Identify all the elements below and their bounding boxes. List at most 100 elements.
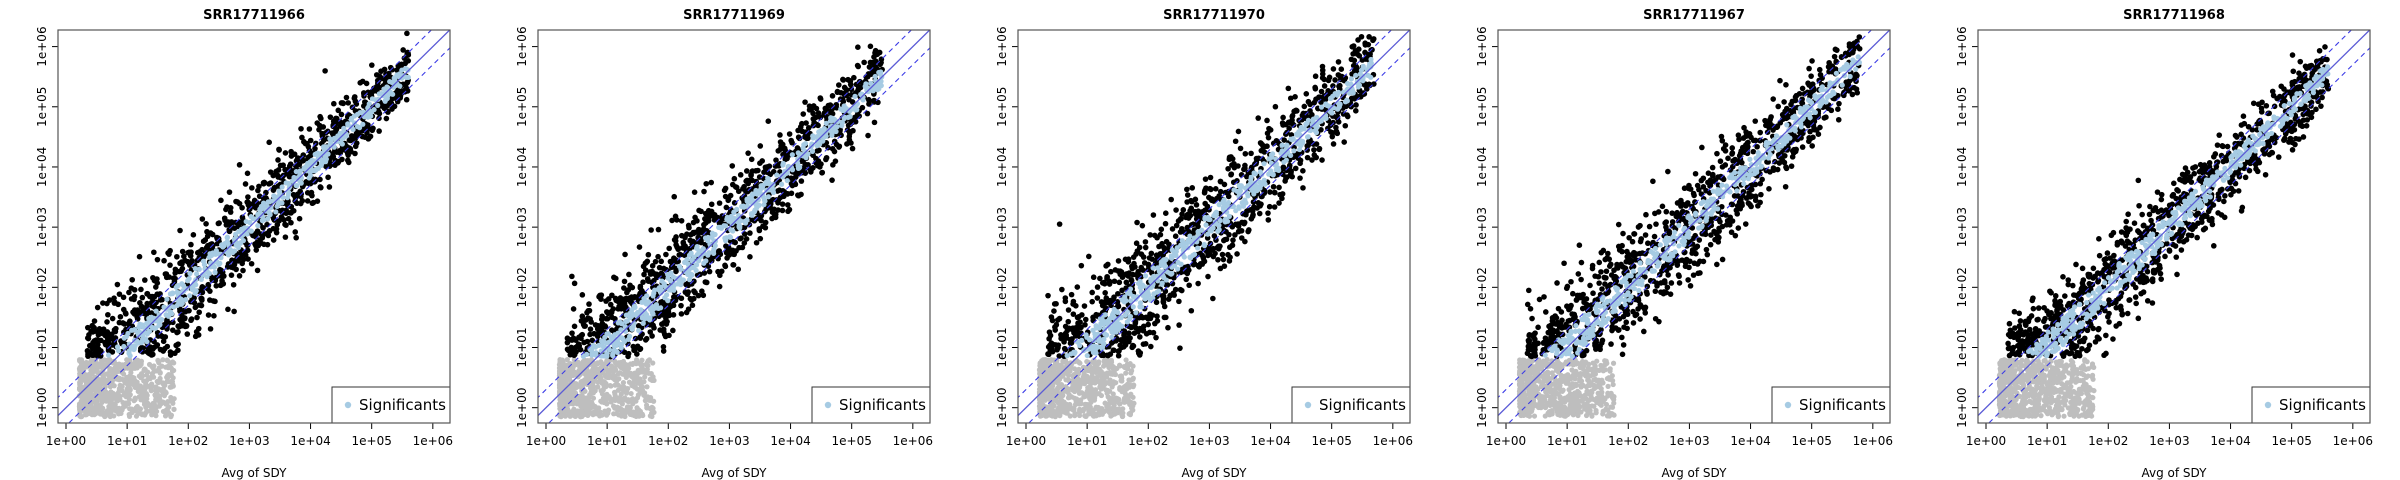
data-point bbox=[352, 143, 359, 150]
low-count-point bbox=[1102, 358, 1108, 365]
fold-line bbox=[548, 47, 930, 423]
data-point bbox=[356, 130, 362, 137]
significant-point bbox=[247, 219, 253, 226]
data-point bbox=[758, 212, 765, 219]
significant-point bbox=[337, 130, 343, 136]
significant-point bbox=[169, 291, 176, 297]
low-count-point bbox=[135, 357, 141, 363]
significant-point bbox=[800, 145, 806, 151]
data-point bbox=[619, 301, 626, 308]
significant-point bbox=[284, 195, 290, 201]
significant-point bbox=[826, 127, 832, 133]
data-point bbox=[310, 199, 317, 206]
data-point bbox=[604, 315, 611, 322]
data-point bbox=[686, 224, 692, 231]
low-count-point bbox=[1119, 375, 1125, 381]
data-point bbox=[660, 348, 667, 354]
low-count-point bbox=[1123, 357, 1129, 363]
low-count-point bbox=[622, 413, 628, 420]
low-count-point bbox=[556, 374, 563, 380]
low-count-point bbox=[644, 384, 650, 390]
data-point bbox=[747, 230, 753, 236]
low-count-point bbox=[1079, 390, 1085, 396]
significant-point bbox=[212, 251, 219, 257]
data-point bbox=[376, 128, 382, 134]
data-point bbox=[187, 253, 194, 259]
data-point bbox=[726, 252, 732, 258]
data-point bbox=[780, 151, 786, 158]
data-point bbox=[275, 167, 282, 173]
data-point bbox=[351, 95, 358, 102]
data-point bbox=[589, 337, 596, 344]
data-point bbox=[94, 304, 101, 311]
low-count-point bbox=[160, 357, 166, 363]
data-point bbox=[736, 244, 742, 251]
low-count-point bbox=[1107, 369, 1113, 376]
data-point bbox=[96, 326, 103, 332]
data-point bbox=[841, 84, 848, 91]
data-point bbox=[199, 246, 205, 253]
significant-point bbox=[200, 258, 207, 264]
data-point bbox=[319, 130, 325, 137]
low-count-point bbox=[168, 384, 174, 390]
significant-point bbox=[192, 266, 198, 272]
data-point bbox=[735, 188, 742, 195]
data-point bbox=[741, 231, 748, 237]
data-point bbox=[641, 271, 647, 278]
data-point bbox=[716, 200, 723, 206]
low-count-point bbox=[650, 360, 656, 366]
data-point bbox=[570, 306, 577, 312]
low-count-point bbox=[578, 414, 584, 420]
data-point bbox=[677, 251, 683, 258]
significant-point bbox=[105, 352, 112, 358]
data-point bbox=[270, 187, 277, 193]
low-count-point bbox=[1054, 357, 1060, 364]
chart-title: SRR17711969 bbox=[683, 8, 785, 23]
low-count-point bbox=[117, 382, 123, 388]
low-count-point bbox=[1096, 391, 1102, 397]
significant-point bbox=[153, 308, 159, 314]
data-point bbox=[399, 88, 405, 94]
significant-point bbox=[233, 231, 239, 237]
data-point bbox=[111, 295, 117, 301]
significant-point bbox=[697, 248, 703, 254]
significant-point bbox=[598, 338, 605, 344]
low-count-point bbox=[101, 357, 107, 363]
significant-point bbox=[615, 339, 621, 345]
data-point bbox=[721, 187, 728, 194]
plot-area bbox=[1018, 30, 1410, 423]
low-count-point bbox=[1113, 380, 1119, 386]
significant-point bbox=[315, 150, 321, 156]
low-count-point bbox=[119, 365, 125, 371]
data-point bbox=[175, 341, 181, 347]
low-count-point bbox=[95, 387, 101, 393]
low-count-point bbox=[567, 410, 573, 417]
data-point bbox=[690, 219, 697, 226]
x-tick-label: 1e+05 bbox=[832, 434, 872, 448]
data-point bbox=[679, 245, 686, 251]
significant-point bbox=[338, 135, 344, 141]
legend: Significants bbox=[811, 386, 931, 424]
low-count-point bbox=[1096, 366, 1103, 372]
data-point bbox=[298, 193, 304, 200]
data-point bbox=[245, 194, 251, 200]
data-point bbox=[587, 326, 594, 332]
data-point bbox=[244, 170, 251, 177]
significant-point bbox=[240, 238, 246, 244]
data-point bbox=[167, 352, 174, 358]
data-point bbox=[278, 214, 285, 220]
data-point bbox=[765, 118, 772, 124]
data-point bbox=[658, 258, 665, 265]
data-point bbox=[131, 287, 138, 293]
data-point bbox=[830, 162, 836, 168]
data-point bbox=[802, 99, 808, 105]
significant-point bbox=[275, 197, 281, 204]
data-point bbox=[85, 351, 91, 357]
data-point bbox=[743, 188, 749, 195]
low-count-point bbox=[108, 393, 114, 399]
data-point bbox=[712, 214, 718, 220]
significant-point bbox=[864, 87, 870, 93]
low-count-point bbox=[574, 409, 580, 415]
data-point bbox=[833, 101, 840, 108]
significant-point bbox=[260, 205, 266, 211]
